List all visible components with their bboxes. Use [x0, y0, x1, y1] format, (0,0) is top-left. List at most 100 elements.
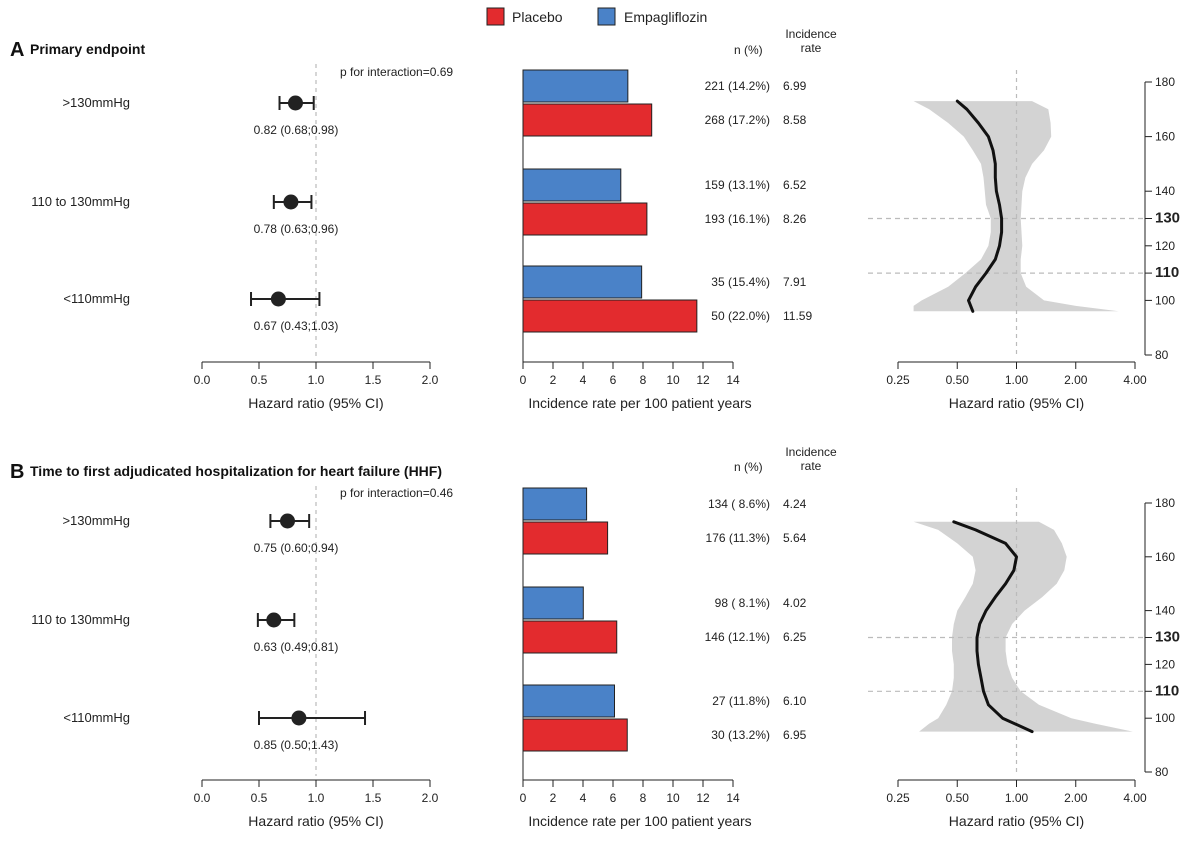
panel-b-spline-xlabel: Hazard ratio (95% CI) — [949, 813, 1084, 829]
panel-a-bar-tick-label: 0 — [520, 373, 527, 387]
legend-label-empagliflozin: Empagliflozin — [624, 9, 707, 25]
panel-b-spline-y-tick-label: 180 — [1155, 496, 1175, 510]
panel-a-spline-x-tick-label: 0.25 — [886, 373, 910, 387]
panel-a-incidence-header-top: Incidence — [785, 27, 837, 41]
panel-a-spline-y-tick-label: 180 — [1155, 75, 1175, 89]
panel-a-forest-xlabel: Hazard ratio (95% CI) — [248, 395, 383, 411]
panel-a-bar-placebo — [522, 299, 698, 333]
panel-a-forest-point — [287, 95, 303, 111]
panel-a-bar-placebo — [522, 202, 648, 236]
panel-b-bar-rate-label: 6.25 — [783, 630, 807, 644]
panel-a-bar-rate-label: 7.91 — [783, 275, 807, 289]
panel-b-incidence-header-bottom: rate — [801, 459, 822, 473]
panel-a-forest-estimate-label: 0.82 (0.68;0.98) — [254, 123, 339, 137]
panel-b-bar-n-label: 134 ( 8.6%) — [708, 497, 770, 511]
legend-swatch-placebo — [486, 7, 505, 26]
panel-a-bar-n-label: 159 (13.1%) — [705, 178, 770, 192]
panel-a-spline-y-tick-label: 140 — [1155, 184, 1175, 198]
panel-b-spline-curve — [952, 520, 1034, 734]
panel-b-spline-ci-band — [913, 521, 1133, 732]
panel-b-forest-tick-label: 2.0 — [422, 791, 439, 805]
panel-b-forest-tick-label: 1.0 — [308, 791, 325, 805]
panel-b-bar-n-label: 176 (11.3%) — [706, 531, 770, 545]
plots-layer: 0.0 0.5 1.0 1.5 2.0 Hazard ratio (95% CI) >130… — [31, 64, 1180, 829]
panel-b-bar-rate-label: 4.24 — [783, 497, 807, 511]
panel-b-spline-y-tick-label: 120 — [1155, 657, 1175, 671]
panel-b-bar-empagliflozin — [522, 487, 588, 521]
panel-b-bar-tick-label: 0 — [520, 791, 527, 805]
panel-b-spline-x-tick-label: 0.50 — [946, 791, 970, 805]
legend-label-placebo: Placebo — [512, 9, 563, 25]
panel-a-bar-placebo — [522, 103, 653, 137]
panel-b-bar-n-label: 30 (13.2%) — [711, 728, 770, 742]
panel-b-bar-tick-label: 8 — [640, 791, 647, 805]
panel-b-forest-tick-label: 0.0 — [194, 791, 211, 805]
panel-b-forest-estimate-label: 0.63 (0.49;0.81) — [254, 640, 339, 654]
panel-b-spline-y-tick-label: 160 — [1155, 550, 1175, 564]
panel-a-bar-rate-label: 6.52 — [783, 178, 807, 192]
panel-b-bar-tick-label: 2 — [550, 791, 557, 805]
panel-b-bar-n-label: 146 (12.1%) — [705, 630, 770, 644]
panel-a-spline-y-tick-label: 80 — [1155, 348, 1169, 362]
panel-b-bar-rate-label: 6.10 — [783, 694, 807, 708]
panel-b-spline-y-tick-label: 100 — [1155, 711, 1175, 725]
panel-b-forest-point — [266, 612, 282, 628]
panel-a-spline-y-tick-label: 100 — [1155, 293, 1175, 307]
panel-a-spline-y-tick-label: 130 — [1155, 210, 1180, 227]
panel-a-bar-n-label: 50 (22.0%) — [711, 309, 770, 323]
panel-b-bar-placebo — [522, 521, 609, 555]
panel-a-forest-tick-label: 0.0 — [194, 373, 211, 387]
panel-a-bar-n-label: 268 (17.2%) — [705, 113, 770, 127]
panel-a-spline-x-tick-label: 2.00 — [1064, 373, 1088, 387]
panel-b-bar-rate-label: 6.95 — [783, 728, 807, 742]
panel-b-bar-placebo — [522, 620, 618, 654]
panel-b-spline-x-tick-label: 0.25 — [886, 791, 910, 805]
panel-b-bar-tick-label: 4 — [580, 791, 587, 805]
panel-a-n-header: n (%) — [734, 43, 763, 57]
panel-a-forest-point — [270, 291, 286, 307]
panel-a-spline-y-tick-label: 120 — [1155, 239, 1175, 253]
panel-a-forest-group-label: >130mmHg — [62, 95, 130, 110]
panel-b-bar-tick-label: 6 — [610, 791, 617, 805]
panel-a-forest-tick-label: 2.0 — [422, 373, 439, 387]
panel-a-bar-xlabel: Incidence rate per 100 patient years — [528, 395, 751, 411]
panel-a-bar-tick-label: 4 — [580, 373, 587, 387]
panel-b-spline-x-tick-label: 4.00 — [1123, 791, 1147, 805]
panel-b-forest-group-label: >130mmHg — [62, 513, 130, 528]
panel-a-incidence-header-bottom: rate — [801, 41, 822, 55]
panel-b-bar-xlabel: Incidence rate per 100 patient years — [528, 813, 751, 829]
panel-a-bar-rate-label: 8.26 — [783, 212, 807, 226]
panel-a-header: A Primary endpoint p for interaction=0.6… — [10, 27, 837, 79]
panel-a-forest-point — [283, 194, 299, 210]
panel-b-bar-rate-label: 5.64 — [783, 531, 807, 545]
panel-a-bar-empagliflozin — [522, 168, 622, 202]
panel-a-bar-n-label: 35 (15.4%) — [711, 275, 770, 289]
panel-a-bar-tick-label: 10 — [666, 373, 680, 387]
panel-a-letter: A — [10, 39, 24, 61]
panel-a-bar-n-label: 193 (16.1%) — [705, 212, 770, 226]
panel-b-forest-estimate-label: 0.85 (0.50;1.43) — [254, 738, 339, 752]
panel-a-spline-y-tick-label: 160 — [1155, 130, 1175, 144]
panel-a-bar-rate-label: 11.59 — [783, 309, 812, 323]
panel-a-spline-x-tick-label: 1.00 — [1005, 373, 1029, 387]
panel-a-spline-x-tick-label: 4.00 — [1123, 373, 1147, 387]
panel-b-forest-point — [280, 513, 295, 529]
panel-b-spline-x-tick-label: 2.00 — [1064, 791, 1088, 805]
panel-b-header: B Time to first adjudicated hospitalizat… — [10, 445, 837, 500]
panel-a-interaction: p for interaction=0.69 — [340, 65, 453, 79]
panel-b-forest-tick-label: 1.5 — [365, 791, 382, 805]
panel-b-spline-y-tick-label: 80 — [1155, 765, 1169, 779]
panel-a-forest-tick-label: 1.5 — [365, 373, 382, 387]
panel-b-forest-xlabel: Hazard ratio (95% CI) — [248, 813, 383, 829]
panel-b-bar-placebo — [522, 718, 628, 752]
legend: Placebo Empagliflozin — [486, 7, 707, 26]
panel-b-bar-tick-label: 12 — [696, 791, 710, 805]
panel-b-forest-group-label: 110 to 130mmHg — [31, 612, 130, 627]
panel-b-interaction: p for interaction=0.46 — [340, 486, 453, 500]
panel-b-bar-empagliflozin — [522, 684, 615, 718]
legend-swatch-empagliflozin — [597, 7, 616, 26]
panel-b-forest-point — [291, 710, 307, 726]
panel-a-spline-x-tick-label: 0.50 — [946, 373, 970, 387]
